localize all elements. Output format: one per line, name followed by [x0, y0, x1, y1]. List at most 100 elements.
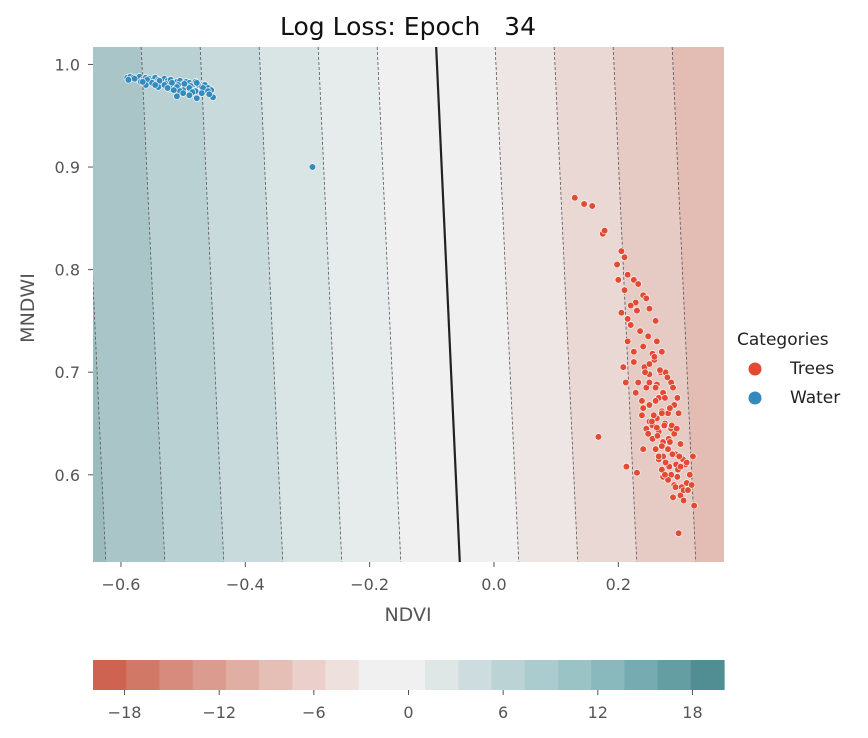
point-trees — [638, 411, 646, 419]
contour-line — [671, 47, 697, 562]
point-trees — [645, 401, 653, 409]
point-trees — [642, 294, 650, 302]
point-trees — [673, 394, 681, 402]
y-tick-label: 0.7 — [55, 363, 80, 382]
point-water — [198, 89, 206, 97]
point-trees — [671, 483, 680, 491]
point-trees — [689, 452, 697, 460]
contour-band — [377, 47, 460, 562]
point-trees — [669, 493, 677, 501]
point-water — [185, 91, 193, 99]
colorbar-segment — [425, 660, 459, 690]
colorbar-segment — [225, 660, 260, 690]
x-tick-label: 0.2 — [606, 575, 631, 594]
point-trees — [648, 417, 656, 426]
chart-title: Log Loss: Epoch 34 — [280, 12, 536, 41]
point-trees — [636, 327, 644, 335]
point-water — [170, 86, 178, 94]
decision-boundary — [435, 47, 461, 562]
y-tick-label: 0.9 — [55, 158, 80, 177]
point-trees — [613, 260, 621, 269]
point-trees — [653, 432, 662, 440]
legend-label-trees: Trees — [789, 359, 834, 379]
point-trees — [684, 486, 692, 494]
y-tick-label: 0.6 — [55, 466, 80, 485]
point-trees — [642, 383, 650, 392]
point-trees — [634, 378, 642, 387]
colorbar-tick-label: −6 — [302, 703, 326, 722]
point-water — [179, 89, 187, 97]
point-trees — [652, 445, 660, 453]
point-trees — [658, 409, 666, 417]
point-trees — [620, 286, 629, 294]
contour-line — [553, 47, 579, 562]
point-trees — [675, 409, 683, 417]
colorbar-segment — [624, 660, 659, 690]
point-trees — [630, 358, 638, 366]
legend-marker-water — [748, 391, 762, 405]
point-trees — [658, 442, 666, 450]
point-trees — [661, 471, 669, 479]
point-trees — [660, 421, 668, 430]
point-trees — [658, 466, 666, 474]
point-trees — [624, 337, 632, 346]
point-trees — [676, 491, 685, 499]
point-trees — [617, 309, 626, 317]
point-trees — [624, 271, 632, 279]
legend-label-water: Water — [790, 388, 840, 408]
contour-line — [494, 47, 520, 562]
point-trees — [666, 438, 674, 446]
point-trees — [644, 332, 652, 340]
point-trees — [673, 473, 681, 481]
contour-band — [200, 47, 283, 562]
contour-band — [141, 47, 224, 562]
point-trees — [601, 227, 609, 235]
colorbar-segment — [192, 660, 227, 690]
point-trees — [627, 321, 635, 329]
scatter-points — [123, 73, 698, 537]
point-trees — [630, 348, 638, 356]
point-trees — [664, 476, 672, 484]
point-trees — [690, 501, 698, 510]
point-trees — [655, 452, 663, 460]
contour-band — [436, 47, 519, 562]
y-axis-label: MNDWI — [17, 273, 39, 343]
point-trees — [630, 276, 638, 284]
point-trees — [675, 452, 683, 460]
point-trees — [644, 430, 652, 438]
point-trees — [673, 425, 681, 433]
legend: Categories Trees Water — [737, 330, 840, 408]
point-trees — [679, 496, 688, 505]
contour-band — [93, 47, 165, 562]
point-trees — [588, 202, 596, 210]
point-trees — [668, 450, 677, 458]
point-trees — [676, 440, 685, 448]
point-trees — [622, 378, 630, 387]
point-trees — [666, 404, 674, 412]
x-axis-label: NDVI — [384, 604, 431, 626]
colorbar-segment — [491, 660, 526, 690]
point-trees — [614, 276, 622, 284]
colorbar-tick-label: 18 — [682, 703, 702, 722]
contour-line — [140, 47, 166, 562]
point-trees — [661, 394, 669, 402]
y-tick-label: 0.8 — [55, 261, 80, 280]
colorbar-segment — [93, 660, 127, 690]
point-water — [173, 92, 181, 100]
point-trees — [675, 529, 683, 537]
x-axis: −0.6 −0.4 −0.2 0.0 0.2 — [102, 562, 631, 594]
colorbar-ticks: −18 −12 −6 0 6 12 18 — [108, 690, 703, 722]
contour-line — [376, 47, 402, 562]
contour-line — [612, 47, 638, 562]
contour-band — [554, 47, 637, 562]
colorbar-segment — [391, 660, 426, 690]
y-axis: 0.6 0.7 0.8 0.9 1.0 — [55, 55, 93, 485]
point-water — [151, 81, 159, 89]
point-water — [131, 75, 139, 83]
point-water — [193, 79, 201, 87]
point-trees — [645, 360, 653, 368]
colorbar-segment — [657, 660, 692, 690]
colorbar-segment — [690, 660, 725, 690]
point-trees — [633, 469, 641, 477]
point-water — [139, 78, 147, 86]
